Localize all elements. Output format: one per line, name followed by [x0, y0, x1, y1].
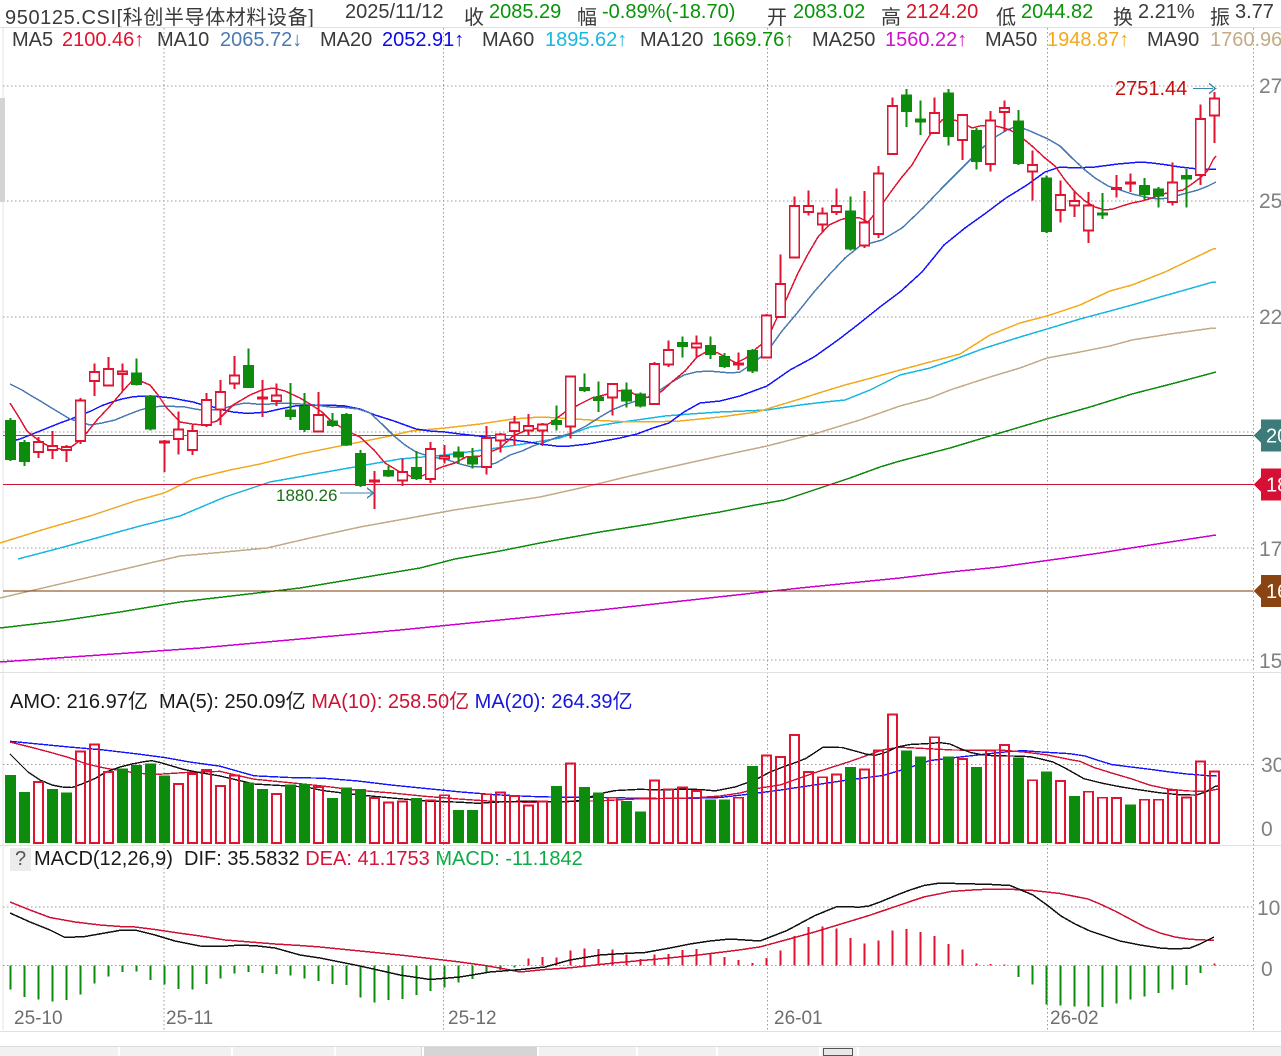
svg-text:27: 27	[1259, 75, 1281, 98]
svg-text:22: 22	[1259, 306, 1281, 329]
svg-text:17: 17	[1259, 538, 1281, 561]
svg-text:25: 25	[1259, 190, 1281, 213]
svg-text:0: 0	[1261, 958, 1273, 981]
svg-text:18: 18	[1266, 475, 1281, 497]
svg-text:10: 10	[1257, 897, 1280, 920]
svg-text:15: 15	[1259, 650, 1281, 673]
svg-text:20: 20	[1266, 426, 1281, 448]
svg-text:16: 16	[1266, 581, 1281, 603]
svg-text:30: 30	[1261, 754, 1281, 777]
svg-text:0: 0	[1261, 818, 1273, 841]
svg-text:2751.44: 2751.44	[1115, 78, 1187, 100]
svg-text:1880.26: 1880.26	[276, 486, 337, 505]
